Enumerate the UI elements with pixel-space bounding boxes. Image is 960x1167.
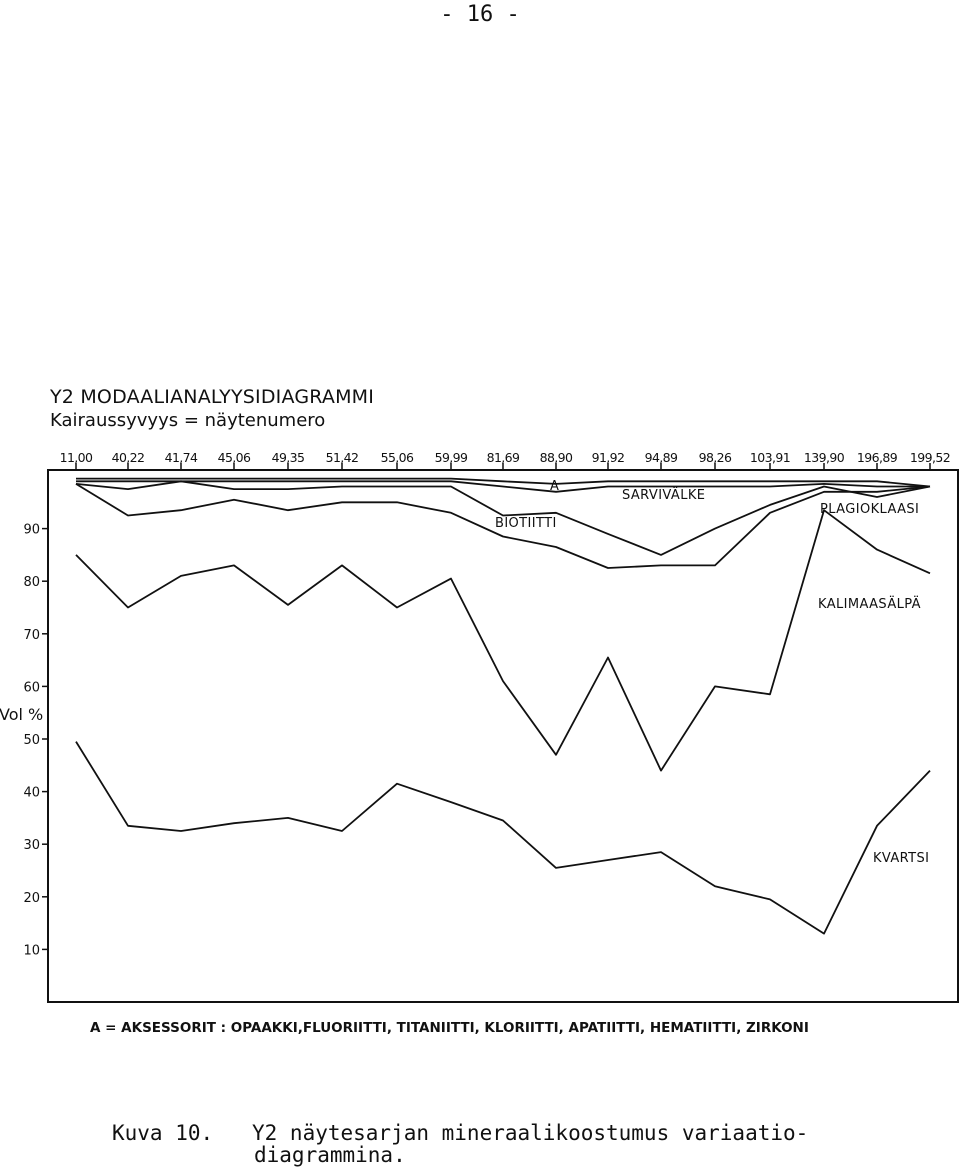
label-sarviv-lke: SARVIVÄLKE (622, 487, 705, 503)
y-tick-label: 40 (23, 786, 40, 801)
x-tick-label: 40,22 (112, 450, 145, 465)
series-line-sarviv-lke (76, 480, 930, 493)
x-tick-label: 41,74 (165, 450, 198, 465)
x-tick-label: 45,06 (218, 450, 251, 465)
chart-title: Y2 MODAALIANALYYSIDIAGRAMMI (50, 386, 375, 408)
series-line-biotiitti (75, 480, 931, 556)
x-tick-label: 81,69 (487, 450, 520, 465)
x-tick-label: 55,06 (381, 450, 414, 465)
y-tick-label: 50 (23, 733, 40, 748)
y-tick-label: 20 (23, 891, 40, 906)
caption-line2: diagrammina. (254, 1143, 406, 1167)
label-plagioklaasi: PLAGIOKLAASI (820, 502, 919, 517)
x-tick-label: 59,99 (435, 450, 468, 465)
label-biotiitti: BIOTIITTI (495, 516, 557, 531)
chart-subtitle: Kairaussyvyys = näytenumero (50, 410, 326, 431)
x-tick-label: 199,52 (910, 450, 950, 465)
y-axis-label: Vol % (0, 705, 43, 724)
label-a: A (550, 479, 559, 494)
y-tick-label: 70 (23, 628, 40, 643)
series-line-a (76, 477, 931, 488)
x-tick-label: 139,90 (804, 450, 845, 465)
x-tick-label: 94,89 (645, 450, 678, 465)
x-tick-label: 196,89 (857, 450, 898, 465)
caption-line1: Y2 näytesarjan mineraalikoostumus variaa… (252, 1121, 809, 1145)
label-kalimaas-lp-: KALIMAASÄLPÄ (818, 596, 921, 612)
page-number: - 16 - (440, 2, 520, 27)
y-tick-label: 80 (23, 575, 40, 590)
y-tick-label: 60 (23, 680, 40, 695)
plot-frame (47, 469, 959, 1003)
y-tick-label: 90 (23, 523, 40, 538)
x-tick-label: 88,90 (540, 450, 573, 465)
accessory-minerals-note: A = AKSESSORIT : OPAAKKI,FLUORIITTI, TIT… (90, 1020, 809, 1036)
series-line-kvartsi (75, 741, 931, 935)
x-tick-label: 103,91 (750, 450, 790, 465)
label-kvartsi: KVARTSI (873, 851, 929, 866)
y-tick-label: 30 (23, 838, 40, 853)
series-line-plagioklaasi (75, 483, 931, 569)
x-tick-label: 98,26 (699, 450, 732, 465)
caption-label: Kuva 10. (112, 1121, 214, 1145)
x-tick-label: 11,00 (60, 450, 93, 465)
x-tick-label: 91,92 (592, 450, 625, 465)
series-line-kalimaas-lp- (75, 509, 931, 772)
x-tick-label: 51,42 (326, 450, 359, 465)
y-tick-label: 10 (23, 943, 40, 958)
x-tick-label: 49,35 (272, 450, 305, 465)
figure-caption: Kuva 10. Y2 näytesarjan mineraalikoostumu… (112, 1122, 808, 1166)
